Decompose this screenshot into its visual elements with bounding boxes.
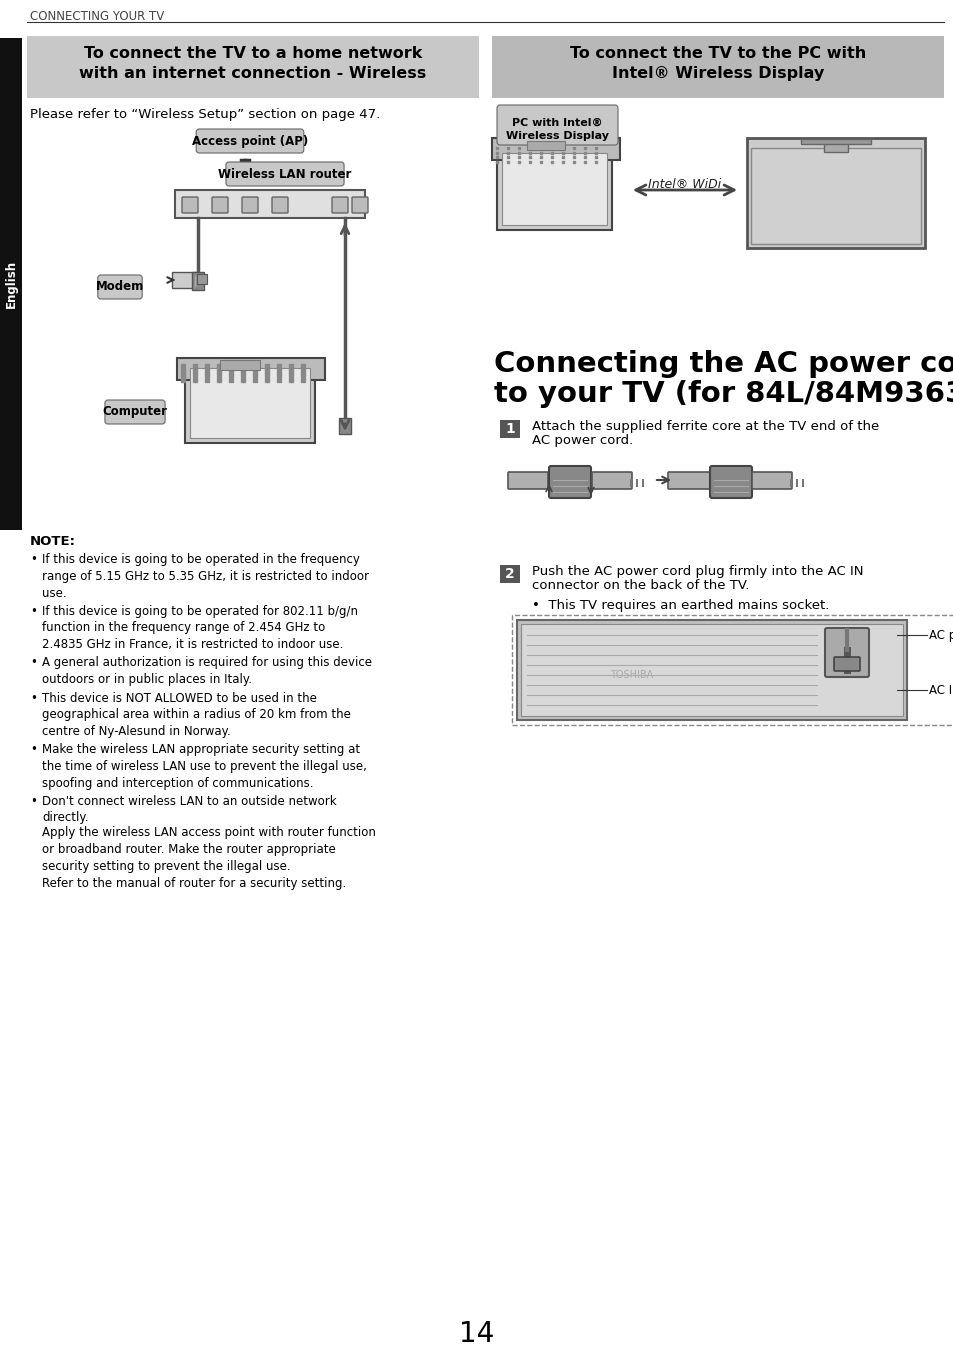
FancyBboxPatch shape xyxy=(27,36,478,99)
FancyBboxPatch shape xyxy=(507,471,547,489)
FancyBboxPatch shape xyxy=(196,274,207,284)
FancyBboxPatch shape xyxy=(177,358,325,380)
FancyBboxPatch shape xyxy=(272,197,288,213)
Text: Attach the supplied ferrite core at the TV end of the: Attach the supplied ferrite core at the … xyxy=(532,420,879,434)
Text: English: English xyxy=(5,259,17,308)
FancyBboxPatch shape xyxy=(242,197,257,213)
Text: •: • xyxy=(30,743,37,757)
FancyBboxPatch shape xyxy=(548,466,590,499)
FancyBboxPatch shape xyxy=(824,628,868,677)
FancyBboxPatch shape xyxy=(750,149,920,245)
Text: Don't connect wireless LAN to an outside network
directly.: Don't connect wireless LAN to an outside… xyxy=(42,794,336,824)
FancyBboxPatch shape xyxy=(182,197,198,213)
Text: Wireless LAN router: Wireless LAN router xyxy=(218,168,352,181)
Text: 14: 14 xyxy=(459,1320,494,1348)
Text: To connect the TV to a home network: To connect the TV to a home network xyxy=(84,46,422,61)
FancyBboxPatch shape xyxy=(497,149,612,230)
Text: Apply the wireless LAN access point with router function
or broadband router. Ma: Apply the wireless LAN access point with… xyxy=(42,827,375,890)
Text: AC power cord.: AC power cord. xyxy=(532,434,633,447)
FancyBboxPatch shape xyxy=(185,363,314,443)
Text: If this device is going to be operated for 802.11 b/g/n
function in the frequenc: If this device is going to be operated f… xyxy=(42,604,357,651)
Text: TOSHIBA: TOSHIBA xyxy=(610,670,653,680)
FancyBboxPatch shape xyxy=(801,139,870,145)
FancyBboxPatch shape xyxy=(105,400,165,424)
Text: to your TV (for 84L/84M9363): to your TV (for 84L/84M9363) xyxy=(494,380,953,408)
Text: Wireless Display: Wireless Display xyxy=(505,131,608,141)
FancyBboxPatch shape xyxy=(492,138,619,159)
Text: A general authorization is required for using this device
outdoors or in public : A general authorization is required for … xyxy=(42,657,372,686)
FancyBboxPatch shape xyxy=(338,417,351,434)
Text: with an internet connection - Wireless: with an internet connection - Wireless xyxy=(79,66,426,81)
FancyBboxPatch shape xyxy=(192,272,204,290)
Text: If this device is going to be operated in the frequency
range of 5.15 GHz to 5.3: If this device is going to be operated i… xyxy=(42,553,369,600)
Text: Access point (AP): Access point (AP) xyxy=(192,135,308,147)
Text: CONNECTING YOUR TV: CONNECTING YOUR TV xyxy=(30,9,164,23)
Text: This device is NOT ALLOWED to be used in the
geographical area within a radius o: This device is NOT ALLOWED to be used in… xyxy=(42,692,351,738)
Text: connector on the back of the TV.: connector on the back of the TV. xyxy=(532,580,749,592)
FancyBboxPatch shape xyxy=(667,471,709,489)
Text: To connect the TV to the PC with: To connect the TV to the PC with xyxy=(569,46,865,61)
FancyBboxPatch shape xyxy=(709,466,751,499)
Text: 1: 1 xyxy=(504,422,515,436)
Text: •: • xyxy=(30,692,37,705)
Text: •: • xyxy=(30,604,37,617)
FancyBboxPatch shape xyxy=(823,141,847,153)
FancyBboxPatch shape xyxy=(352,197,368,213)
FancyBboxPatch shape xyxy=(332,197,348,213)
FancyBboxPatch shape xyxy=(174,190,365,218)
Text: AC IN terminal: AC IN terminal xyxy=(928,684,953,697)
Text: Please refer to “Wireless Setup” section on page 47.: Please refer to “Wireless Setup” section… xyxy=(30,108,380,122)
Text: Modem: Modem xyxy=(95,281,144,293)
FancyBboxPatch shape xyxy=(0,38,22,530)
Text: •: • xyxy=(30,657,37,669)
FancyBboxPatch shape xyxy=(592,471,631,489)
FancyBboxPatch shape xyxy=(517,620,906,720)
Text: Intel® Wireless Display: Intel® Wireless Display xyxy=(611,66,823,81)
FancyBboxPatch shape xyxy=(501,153,606,226)
FancyBboxPatch shape xyxy=(212,197,228,213)
Text: Intel® WiDi: Intel® WiDi xyxy=(648,178,720,190)
FancyBboxPatch shape xyxy=(746,138,924,249)
Text: •: • xyxy=(30,794,37,808)
FancyBboxPatch shape xyxy=(833,657,859,671)
FancyBboxPatch shape xyxy=(220,359,260,370)
FancyBboxPatch shape xyxy=(226,162,344,186)
FancyBboxPatch shape xyxy=(190,367,310,438)
FancyBboxPatch shape xyxy=(520,624,902,716)
Text: NOTE:: NOTE: xyxy=(30,535,76,549)
FancyBboxPatch shape xyxy=(98,276,142,299)
FancyBboxPatch shape xyxy=(499,565,519,584)
Text: Make the wireless LAN appropriate security setting at
the time of wireless LAN u: Make the wireless LAN appropriate securi… xyxy=(42,743,367,790)
Text: Connecting the AC power cord: Connecting the AC power cord xyxy=(494,350,953,378)
Text: AC power cord: AC power cord xyxy=(928,628,953,642)
Text: •  This TV requires an earthed mains socket.: • This TV requires an earthed mains sock… xyxy=(532,598,828,612)
Text: PC with Intel®: PC with Intel® xyxy=(512,118,602,128)
FancyBboxPatch shape xyxy=(196,128,303,153)
FancyBboxPatch shape xyxy=(497,105,618,145)
FancyBboxPatch shape xyxy=(172,272,196,288)
FancyBboxPatch shape xyxy=(499,420,519,438)
FancyBboxPatch shape xyxy=(751,471,791,489)
Text: Computer: Computer xyxy=(102,405,168,419)
Text: 2: 2 xyxy=(504,567,515,581)
FancyBboxPatch shape xyxy=(492,36,943,99)
FancyBboxPatch shape xyxy=(526,141,564,150)
Text: •: • xyxy=(30,553,37,566)
Text: Push the AC power cord plug firmly into the AC IN: Push the AC power cord plug firmly into … xyxy=(532,565,862,578)
